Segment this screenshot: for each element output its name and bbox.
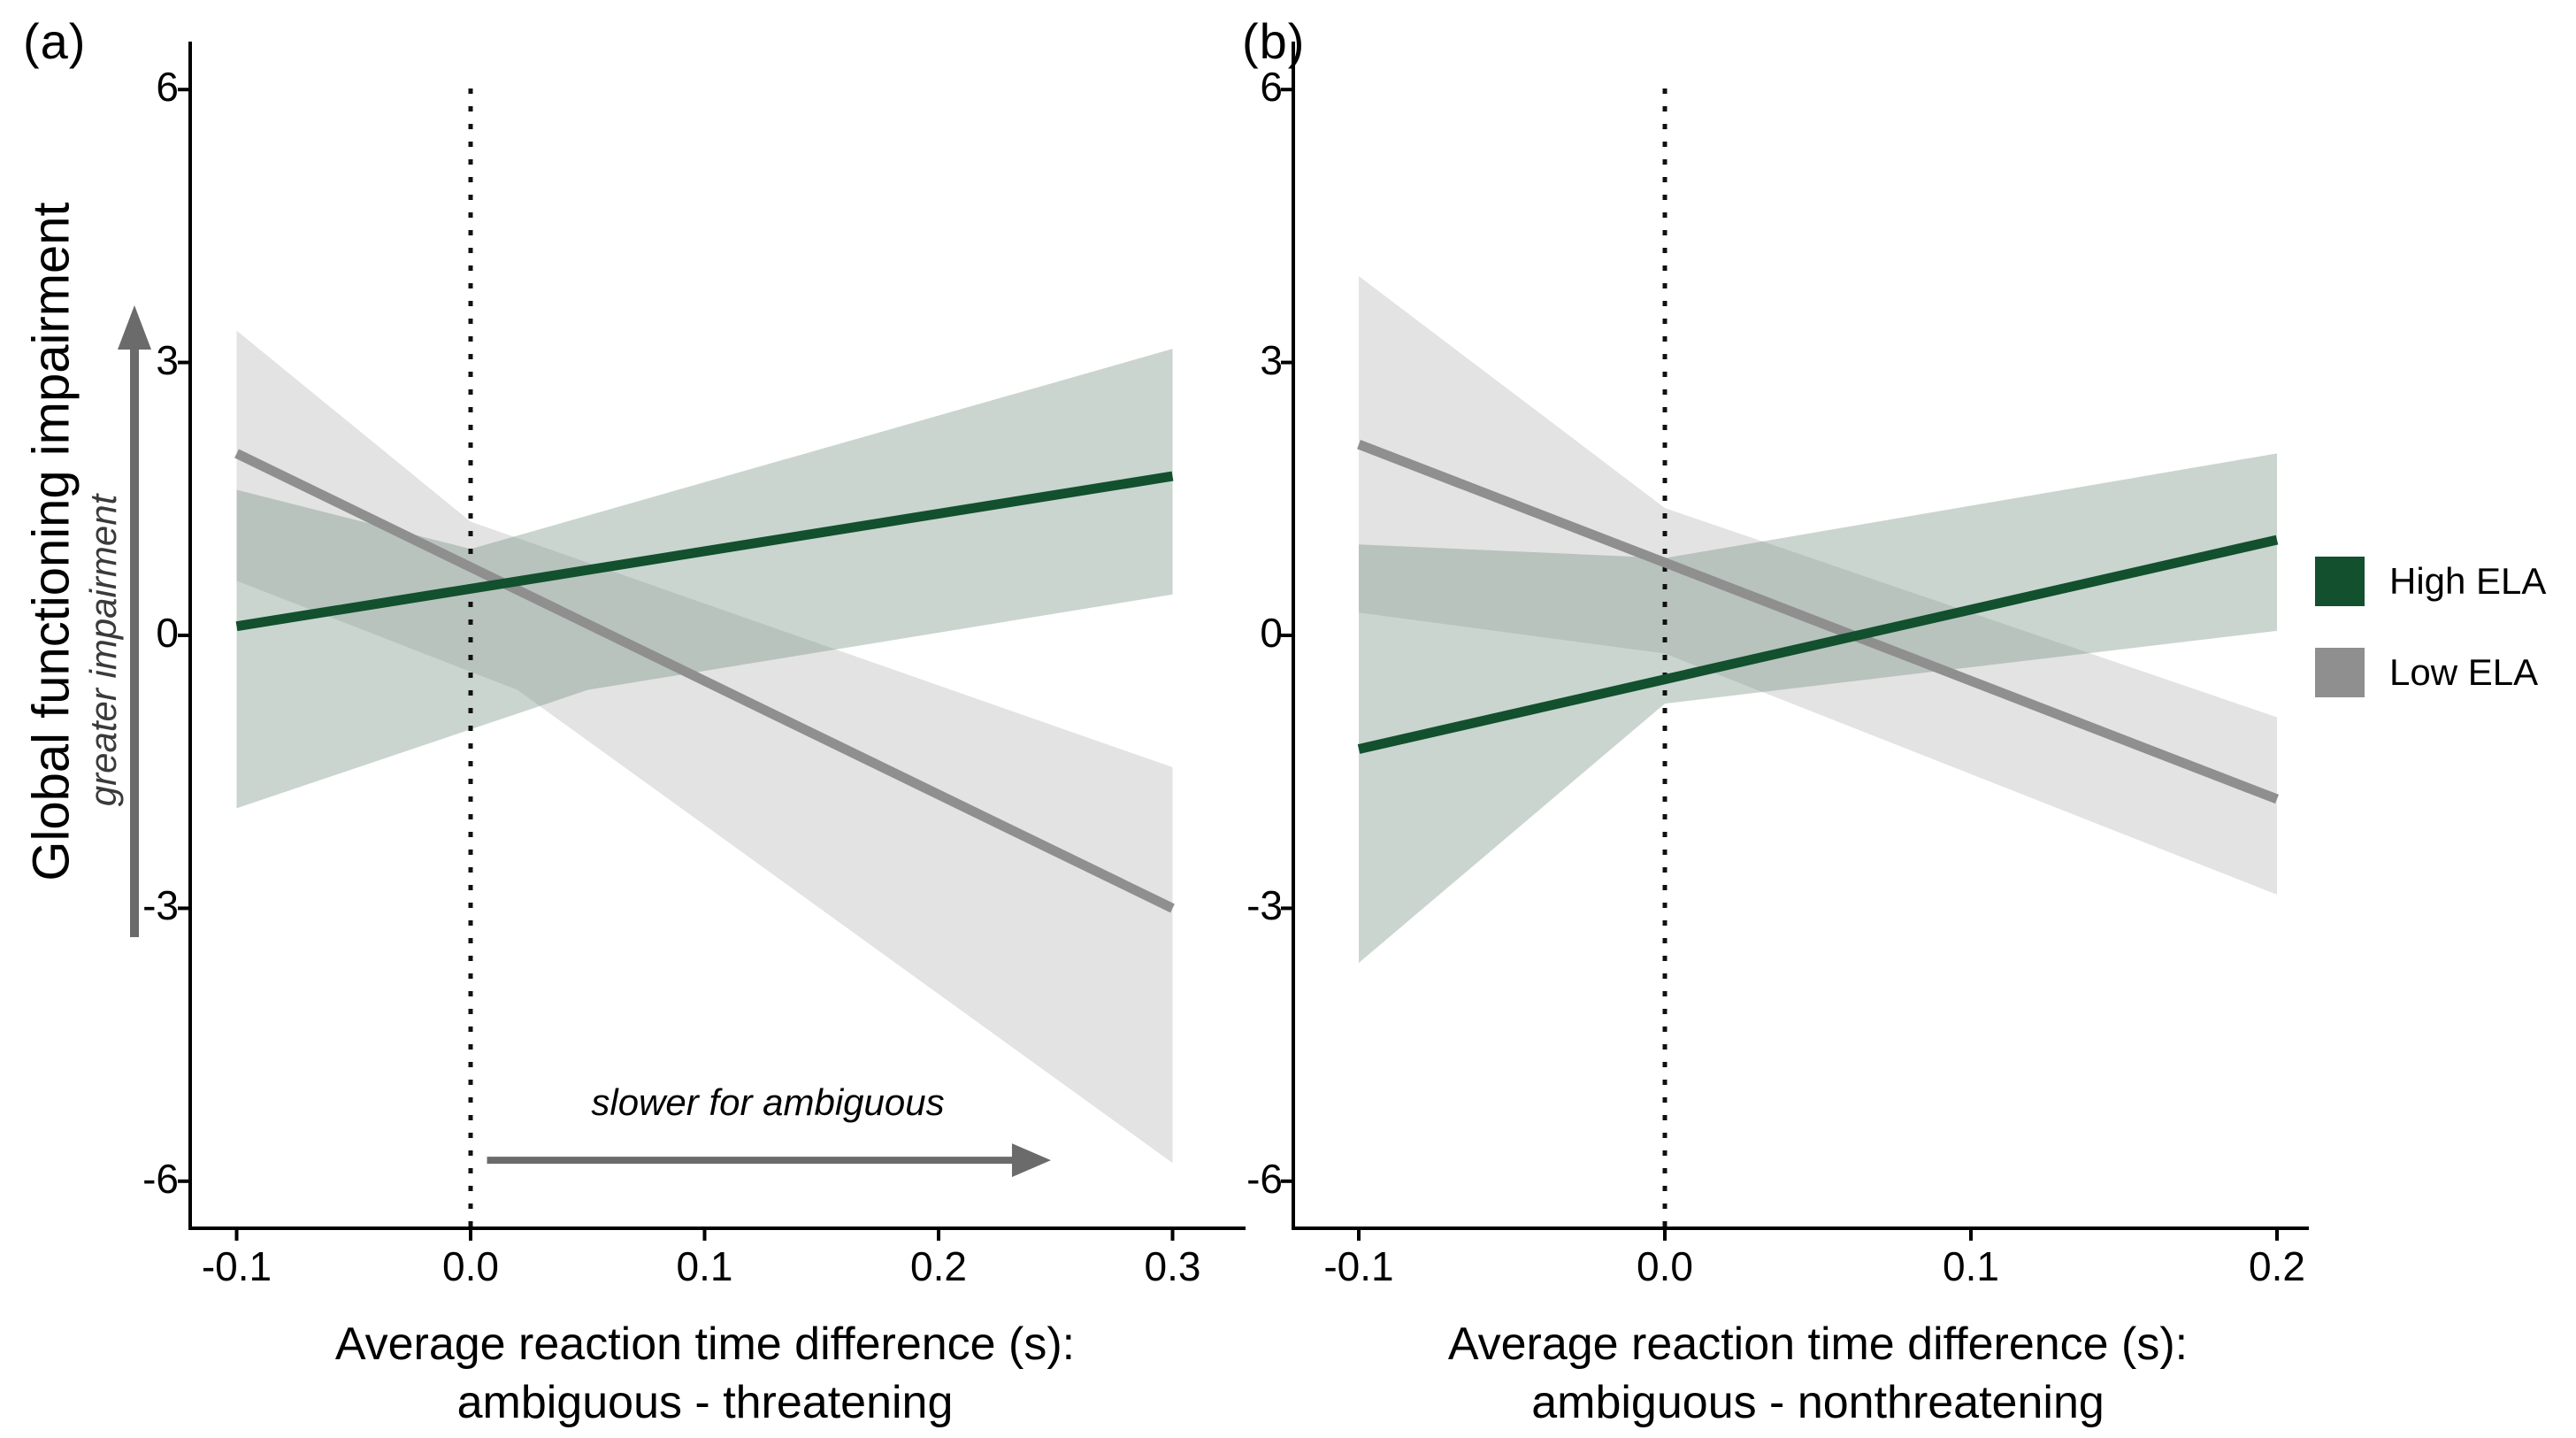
y-axis-label: Global functioning impairment	[22, 202, 80, 881]
x-tick-label: 0.0	[1637, 1243, 1693, 1289]
y-tick-label: -3	[1246, 882, 1283, 929]
y-tick-label: -3	[142, 882, 179, 929]
x-tick-label: -0.1	[201, 1243, 272, 1289]
y-tick-label: 6	[156, 64, 179, 111]
x-tick-label: 0.2	[910, 1243, 967, 1289]
regression-line	[1357, 439, 2279, 804]
panel-a-xlabel-line1: Average reaction time difference (s):	[334, 1319, 1076, 1370]
y-tick-label: 6	[1260, 64, 1283, 111]
x-tick-label: 0.1	[676, 1243, 733, 1289]
legend-label-high-ela: High ELA	[2389, 560, 2547, 602]
slower-for-ambiguous-label: slower for ambiguous	[591, 1081, 945, 1123]
legend-item-high-ela: High ELA	[2315, 557, 2546, 606]
slower-for-ambiguous-arrowhead	[1011, 1143, 1051, 1178]
panel-b-xlabel-line1: Average reaction time difference (s):	[1447, 1319, 2189, 1370]
y-tick-label: -6	[1246, 1155, 1283, 1202]
legend-item-low-ela: Low ELA	[2315, 648, 2538, 697]
x-tick-label: 0.2	[2249, 1243, 2305, 1289]
x-tick-label: 0.1	[1943, 1243, 1999, 1289]
regression-line	[234, 449, 1175, 913]
panel-b-xlabel-line2: ambiguous - nonthreatening	[1531, 1377, 2104, 1428]
y-tick-label: 3	[1260, 336, 1283, 383]
panel-b-letter: (b)	[1242, 13, 1306, 69]
ci-band	[1359, 275, 2277, 895]
legend-swatch-high-ela	[2315, 557, 2365, 606]
y-tick-label: 0	[1260, 610, 1283, 656]
greater-impairment-arrow	[118, 305, 151, 937]
legend-swatch-low-ela	[2315, 648, 2365, 697]
panel-a-xlabel-line2: ambiguous - threatening	[456, 1377, 954, 1428]
x-tick-label: 0.0	[442, 1243, 499, 1289]
ci-band	[1359, 453, 2277, 964]
panel-a-letter: (a)	[23, 13, 87, 69]
legend-label-low-ela: Low ELA	[2389, 651, 2539, 693]
ci-band	[236, 330, 1173, 1164]
y-tick-label: 3	[156, 336, 179, 383]
y-tick-label: -6	[142, 1155, 179, 1202]
regression-line	[235, 471, 1174, 632]
y-tick-label: 0	[156, 610, 179, 656]
x-tick-label: -0.1	[1323, 1243, 1394, 1289]
x-tick-label: 0.3	[1144, 1243, 1201, 1289]
regression-line	[1357, 534, 2279, 754]
